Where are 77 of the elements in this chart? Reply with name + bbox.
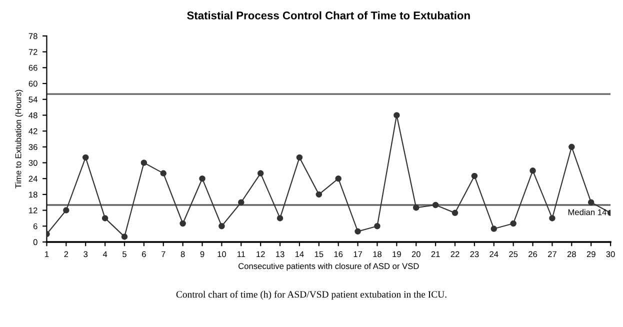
y-tick-label: 18 bbox=[29, 192, 38, 198]
point bbox=[510, 220, 516, 227]
point bbox=[199, 175, 206, 182]
point bbox=[257, 170, 264, 176]
x-tick-label: 27 bbox=[548, 251, 556, 258]
point bbox=[218, 223, 225, 230]
point bbox=[316, 191, 322, 198]
x-tick-label: 6 bbox=[142, 251, 146, 258]
x-tick-label: 3 bbox=[84, 251, 88, 258]
y-tick-label: 36 bbox=[28, 144, 38, 150]
x-tick-label: 4 bbox=[102, 251, 108, 258]
y-tick-label: 6 bbox=[33, 223, 38, 230]
point bbox=[180, 220, 186, 227]
x-tick-label: 8 bbox=[180, 251, 185, 258]
point bbox=[412, 204, 420, 211]
x-tick-label: 15 bbox=[314, 251, 324, 258]
y-tick-label: 0 bbox=[33, 239, 38, 246]
point bbox=[63, 207, 70, 214]
point bbox=[568, 144, 575, 150]
point bbox=[374, 223, 380, 230]
point bbox=[238, 199, 244, 206]
x-tick-label: 10 bbox=[218, 251, 226, 258]
x-tick-label: 29 bbox=[586, 251, 596, 258]
x-tick-label: 23 bbox=[470, 251, 479, 258]
text: Control chart of time (h) for ASD/VSD patient extubation in the ICU. bbox=[176, 290, 446, 300]
y-tick-label: 48 bbox=[28, 112, 38, 118]
x-tick-label: 13 bbox=[276, 251, 284, 258]
point bbox=[452, 210, 458, 216]
point bbox=[530, 168, 536, 174]
point bbox=[296, 154, 303, 161]
x-tick-label: 22 bbox=[450, 251, 460, 258]
x-tick-label: 16 bbox=[334, 251, 343, 258]
x-tick-label: 25 bbox=[509, 251, 518, 258]
point bbox=[102, 215, 108, 222]
point bbox=[335, 175, 342, 182]
point bbox=[490, 226, 498, 232]
x-tick-label: 30 bbox=[606, 251, 615, 258]
point bbox=[588, 199, 594, 206]
y-tick-label: 72 bbox=[28, 49, 38, 55]
x-tick-label: 21 bbox=[431, 251, 440, 258]
point bbox=[82, 154, 89, 161]
x-tick-label: 18 bbox=[373, 251, 382, 258]
x-tick-label: 24 bbox=[490, 251, 498, 258]
y-tick-label: 66 bbox=[28, 64, 38, 71]
x-tick-label: 20 bbox=[412, 251, 420, 258]
point bbox=[549, 215, 556, 222]
ref-line-label: Median 14 bbox=[568, 209, 606, 216]
x-tick-label: 11 bbox=[237, 251, 246, 258]
x-tick-label: 14 bbox=[295, 251, 304, 258]
x-tick-label: 28 bbox=[567, 251, 576, 258]
x-tick-label: 26 bbox=[528, 251, 538, 258]
x-tick-label: 9 bbox=[200, 251, 204, 258]
x-tick-label: 2 bbox=[64, 251, 68, 258]
y-tick-label: 78 bbox=[28, 33, 38, 40]
point bbox=[276, 215, 284, 222]
y-axis-title: Time to Extubation (Hours) bbox=[15, 90, 23, 188]
point bbox=[394, 112, 400, 118]
y-tick-label: 12 bbox=[29, 207, 38, 214]
y-tick-label: 42 bbox=[28, 128, 38, 134]
x-tick-label: 5 bbox=[122, 251, 126, 258]
point bbox=[140, 160, 148, 166]
point bbox=[471, 172, 478, 180]
x-tick-label: 1 bbox=[45, 251, 49, 258]
x-tick-label: 7 bbox=[161, 251, 166, 258]
y-tick-label: 60 bbox=[28, 80, 38, 87]
x-tick-label: 17 bbox=[354, 251, 362, 258]
x-tick-label: 19 bbox=[392, 251, 401, 258]
point bbox=[160, 170, 166, 176]
x-axis-title: Consecutive patients with closure of ASD or VSD bbox=[238, 262, 419, 271]
y-tick-label: 30 bbox=[28, 160, 38, 166]
x-tick-label: 12 bbox=[256, 251, 265, 258]
point bbox=[121, 234, 128, 240]
chart-title: Statistial Process Control Chart of Time to Extubation bbox=[187, 11, 470, 20]
y-tick-label: 54 bbox=[28, 96, 38, 102]
point bbox=[354, 228, 361, 235]
point bbox=[432, 202, 439, 208]
y-tick-label: 24 bbox=[28, 176, 38, 182]
